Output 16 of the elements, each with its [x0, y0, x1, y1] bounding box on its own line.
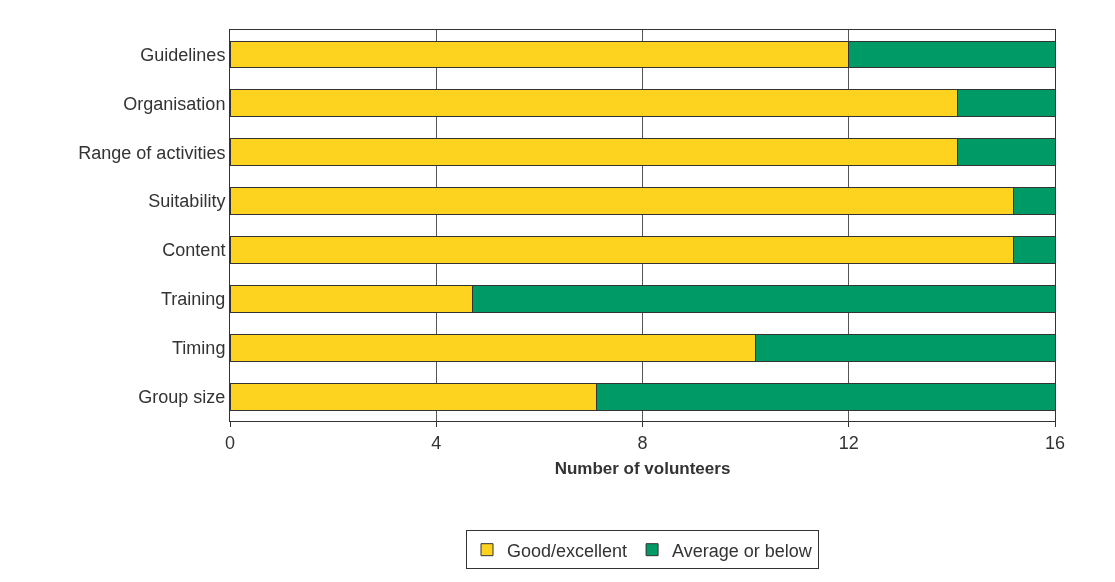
- x-tick-label: 0: [224, 432, 236, 453]
- y-tick-label: Guidelines: [140, 44, 226, 65]
- x-tick-label: 16: [1044, 432, 1066, 453]
- x-tick-label: 8: [637, 432, 648, 453]
- y-tick-label: Timing: [172, 337, 226, 358]
- y-tick-label: Suitability: [148, 191, 226, 212]
- legend-label: Average or below: [672, 540, 813, 561]
- legend-label: Good/excellent: [507, 540, 628, 561]
- x-tick-label: 4: [431, 432, 442, 453]
- y-tick-label: Training: [161, 289, 226, 310]
- y-tick-label: Range of activities: [78, 142, 226, 163]
- y-tick-label: Organisation: [123, 93, 226, 114]
- x-axis-title: Number of volunteers: [554, 459, 731, 478]
- x-tick-label: 12: [838, 432, 859, 453]
- y-tick-label: Group size: [138, 386, 226, 407]
- y-tick-label: Content: [162, 240, 226, 261]
